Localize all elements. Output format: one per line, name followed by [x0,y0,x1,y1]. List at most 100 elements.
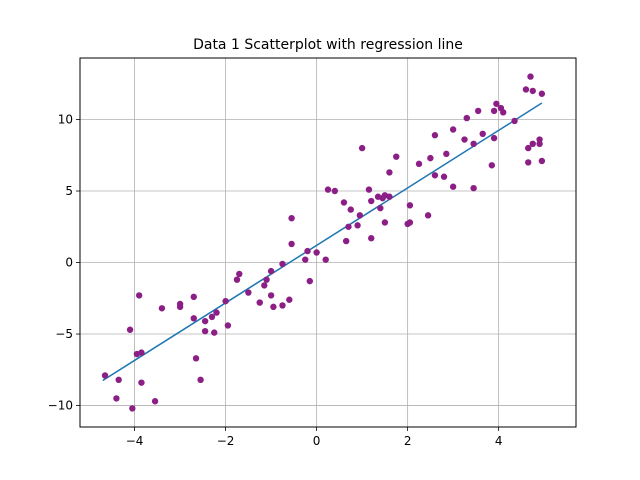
data-point [490,107,498,115]
data-point [358,144,366,152]
data-point [135,292,143,299]
data-point [525,159,532,166]
data-point [347,206,354,213]
data-point [525,144,532,152]
data-point [427,154,434,162]
data-point [493,100,500,107]
x-tick-label: −2 [217,434,235,448]
data-point [101,372,109,379]
data-point [386,169,393,176]
data-point [449,183,457,190]
data-point [474,107,482,115]
data-point [224,322,232,329]
data-point [245,289,252,296]
data-point [393,153,400,160]
data-point [151,398,159,405]
data-point [222,297,229,305]
data-point [233,276,241,283]
data-point [479,130,486,138]
data-point [270,303,277,311]
data-point [365,186,373,193]
data-point [522,86,530,93]
data-point [368,197,375,205]
y-tick-label: 5 [65,184,73,198]
x-tick-label: 2 [404,434,412,448]
data-point [538,157,546,165]
data-point [261,282,268,289]
data-point [190,293,197,301]
data-point [313,249,320,256]
data-point [470,140,477,148]
data-points [101,73,546,412]
data-point [211,329,218,336]
data-point [340,199,348,206]
data-point [113,395,120,402]
data-point [201,317,209,325]
data-point [288,240,295,248]
data-point [424,212,432,219]
data-point [431,132,439,139]
data-point [470,184,477,192]
data-point [201,327,209,335]
data-point [236,270,243,278]
data-point [377,204,384,212]
data-point [490,134,498,142]
data-point [511,117,518,125]
data-point [343,237,350,245]
data-point [538,90,546,97]
data-point [356,212,364,219]
x-tick-label: −4 [126,434,144,448]
data-point [197,376,204,384]
data-point [536,136,543,143]
data-point [381,219,389,226]
data-point [463,114,470,122]
data-point [279,260,286,268]
data-point [461,136,468,143]
regression-line-layer [102,102,543,382]
data-point [449,126,457,133]
y-tick-label: −10 [48,399,73,413]
data-point [176,300,184,308]
data-point [415,160,423,168]
data-point [288,214,295,222]
data-point [322,256,329,263]
y-tick-label: 0 [65,256,73,270]
chart-title: Data 1 Scatterplot with regression line [193,37,463,53]
regression-line [102,102,543,382]
data-point [331,187,339,195]
data-point [431,172,439,179]
y-tick-label: −5 [55,327,73,341]
data-point [256,299,263,306]
data-point [138,379,145,386]
y-tick-label: 10 [58,113,73,127]
data-point [279,302,286,309]
data-point [192,355,200,362]
data-point [529,87,536,95]
data-point [115,376,122,384]
data-point [368,235,375,242]
data-point [386,193,393,200]
data-point [499,109,507,116]
data-point [304,247,311,255]
data-point [488,162,496,169]
data-point [129,405,136,412]
plot-area-frame [79,57,577,428]
data-point [267,267,275,275]
data-point [138,349,145,356]
data-point [263,276,270,283]
data-point [190,315,197,322]
data-point [345,223,352,230]
data-point [406,202,414,209]
y-axis-ticks: −10 −5 0 5 10 [48,113,80,413]
data-point [440,173,448,180]
data-point [529,140,536,148]
data-point [208,313,216,321]
data-point [267,292,275,299]
x-axis-ticks: −4 −2 0 2 4 [126,427,502,448]
data-point [306,277,313,285]
data-point [406,219,414,226]
x-tick-label: 0 [313,434,321,448]
data-point [443,150,450,158]
data-point [324,186,332,193]
